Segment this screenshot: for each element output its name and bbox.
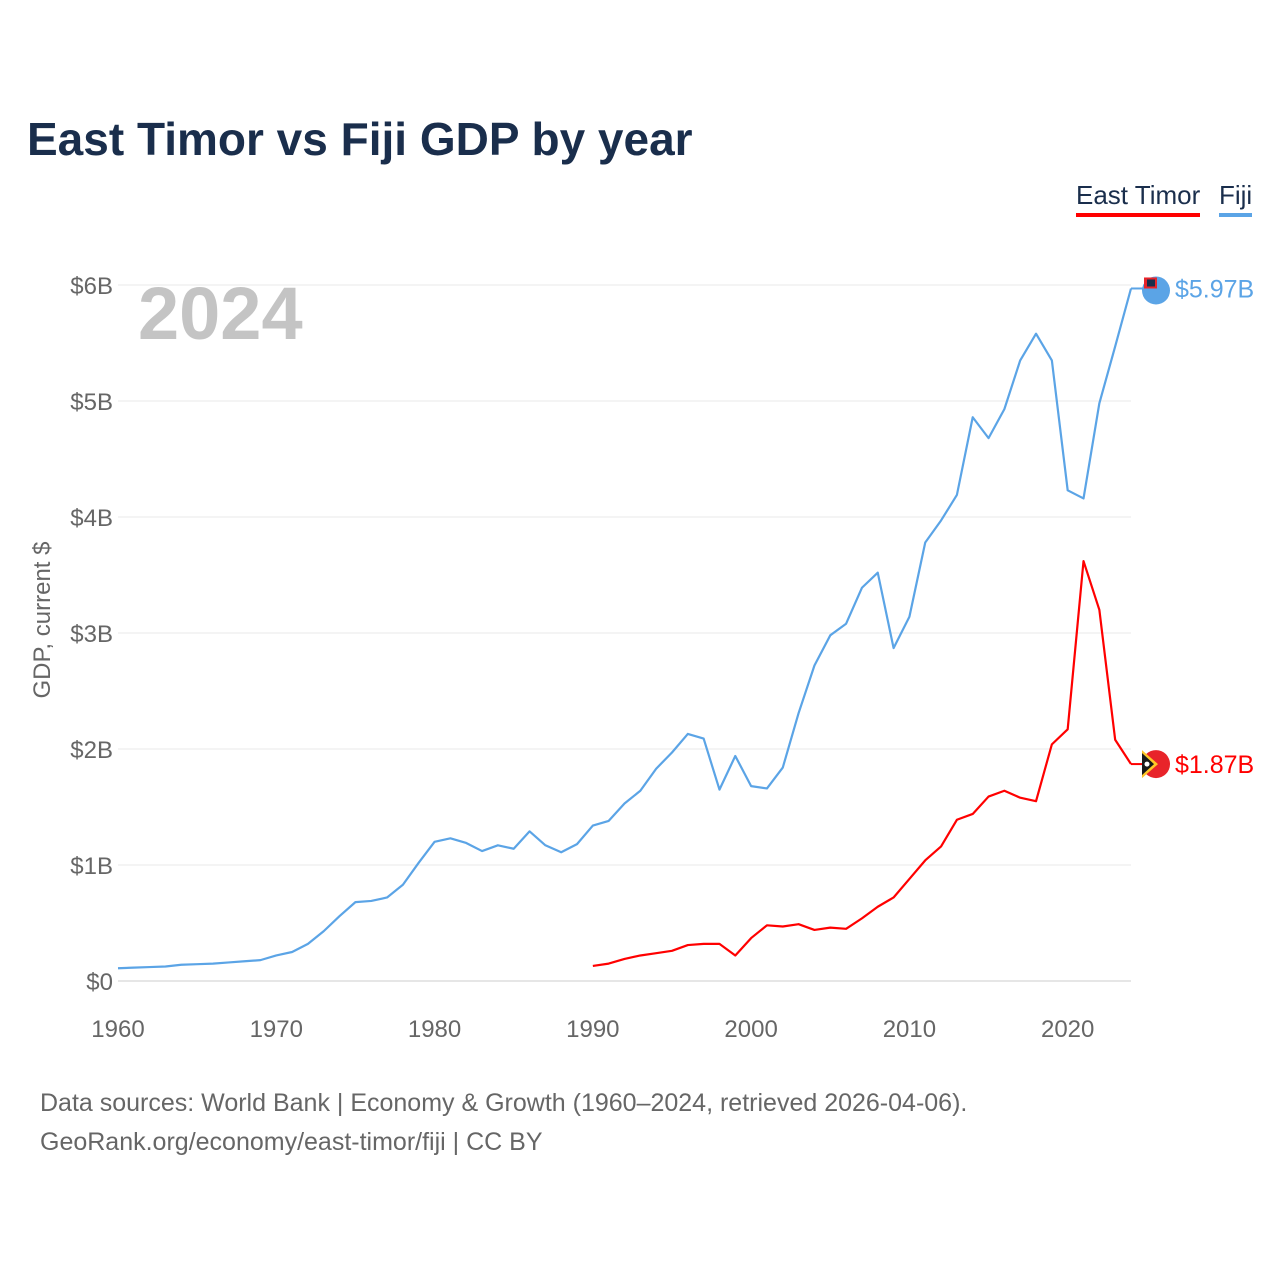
source-text: Data sources: World Bank | Economy & Gro… (40, 1089, 968, 1117)
x-tick-label: 2000 (724, 1016, 777, 1043)
y-tick-label: $3B (70, 621, 113, 648)
x-tick-label: 2010 (883, 1016, 936, 1043)
y-tick-label: $1B (70, 853, 113, 880)
x-tick-label: 2020 (1041, 1016, 1094, 1043)
year-watermark: 2024 (138, 272, 303, 355)
footer: Data sources: World Bank | Economy & Gro… (40, 1084, 967, 1162)
x-tick-label: 1980 (408, 1016, 461, 1043)
y-tick-label: $2B (70, 737, 113, 764)
chart-area: 2024 $0 $1B $2B $3B $4B $5B $6B 1960 1970 1980 1990… (29, 272, 1254, 1043)
chart-title: East Timor vs Fiji GDP by year (27, 113, 693, 165)
legend-fiji[interactable]: Fiji (1219, 180, 1253, 217)
x-tick-label: 1990 (566, 1016, 619, 1043)
east-timor-flag-star (1144, 761, 1150, 767)
y-tick-label: $0 (86, 969, 113, 996)
source-link[interactable]: GeoRank.org/economy/east-timor/fiji | CC… (40, 1128, 543, 1156)
x-tick-label: 1960 (91, 1016, 144, 1043)
series-line-east-timor (592, 559, 1132, 968)
y-tick-label: $5B (70, 389, 113, 416)
y-axis-label: GDP, current $ (29, 542, 56, 699)
legend-east-timor[interactable]: East Timor (1076, 180, 1201, 217)
series-line-fiji (117, 288, 1133, 970)
y-tick-label: $6B (70, 273, 113, 300)
y-tick-label: $4B (70, 505, 113, 532)
x-tick-label: 1970 (250, 1016, 303, 1043)
fiji-flag-union (1147, 279, 1155, 287)
end-value-label: $5.97B (1175, 275, 1254, 303)
end-value-label: $1.87B (1175, 751, 1254, 779)
